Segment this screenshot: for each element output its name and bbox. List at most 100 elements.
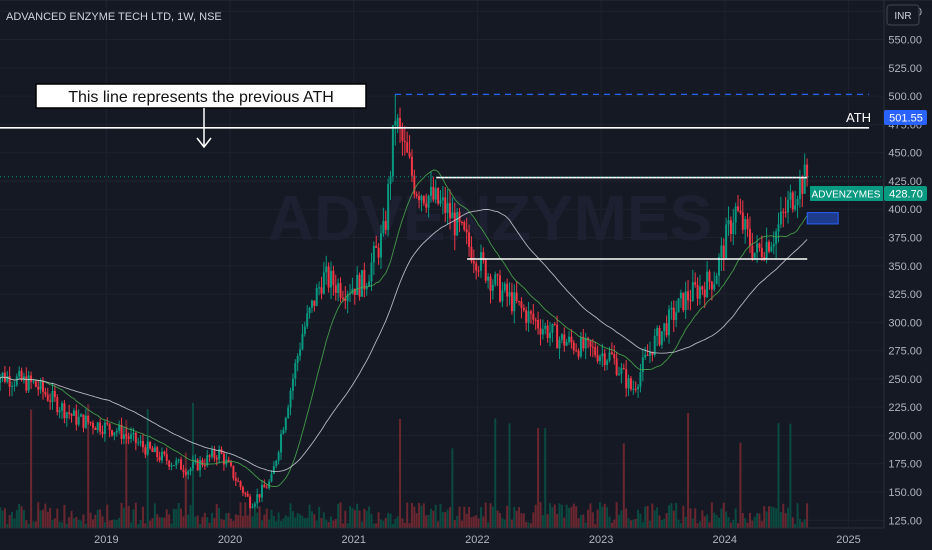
price-axis[interactable]: 125.00 150.00 175.00 200.00 225.00 250.00 275.… <box>888 6 922 527</box>
volume-bar <box>263 514 266 528</box>
volume-bar <box>453 520 456 528</box>
candle-body <box>127 436 130 439</box>
volume-bar <box>570 506 573 528</box>
candle-body <box>291 378 294 391</box>
volume-bar <box>522 513 525 528</box>
volume-bar <box>201 517 204 528</box>
volume-bar <box>618 514 621 528</box>
volume-bar <box>620 510 623 528</box>
candle-body <box>91 422 94 428</box>
volume-bar <box>527 522 530 528</box>
price-tick-label: 125.00 <box>888 515 922 527</box>
volume-bar <box>394 518 397 528</box>
volume-bar <box>656 507 659 528</box>
candle-body <box>756 243 759 253</box>
volume-bar <box>30 409 33 528</box>
target-box[interactable] <box>806 212 839 225</box>
volume-bar <box>272 515 275 528</box>
volume-bar <box>727 517 730 528</box>
volume-bar <box>770 506 773 528</box>
volume-bar <box>579 515 582 528</box>
volume-bar <box>801 522 804 528</box>
candle-body <box>241 487 244 493</box>
volume-bar <box>765 511 768 528</box>
candle-body <box>172 465 175 467</box>
candle-body <box>794 205 797 210</box>
candle-body <box>584 338 587 349</box>
candle-body <box>546 325 549 338</box>
candle-body <box>113 432 116 436</box>
last-price-badge: ADVENZYMES 428.70 <box>810 186 927 201</box>
volume-bar <box>320 517 323 528</box>
candle-body <box>720 245 723 258</box>
candle-body <box>765 241 768 260</box>
time-axis[interactable]: 2019 2020 2021 2022 2023 2024 2025 <box>94 534 861 546</box>
volume-bar <box>606 507 609 528</box>
volume-bar <box>387 512 390 528</box>
callout-arrow-head <box>196 137 212 149</box>
volume-bar <box>706 514 709 528</box>
volume-bar <box>53 518 56 528</box>
candle-body <box>161 451 164 461</box>
volume-bar <box>791 517 794 528</box>
volume-bar <box>122 507 125 528</box>
candle-body <box>275 460 278 466</box>
candle-body <box>182 469 185 473</box>
volume-bar <box>99 509 102 528</box>
volume-bar <box>491 506 494 528</box>
volume-bar <box>665 512 668 528</box>
candle-body <box>206 455 209 466</box>
candle-body <box>44 391 47 395</box>
candle-body <box>515 292 518 302</box>
candle-body <box>11 385 14 387</box>
volume-bar <box>715 514 718 528</box>
candle-body <box>144 447 147 455</box>
volume-bar <box>318 506 321 528</box>
volume-bar <box>677 519 680 528</box>
volume-bar <box>115 520 118 528</box>
volume-bar <box>556 513 559 528</box>
candle-body <box>210 450 213 457</box>
volume-bar <box>70 510 73 528</box>
candle-body <box>518 301 521 303</box>
candle-body <box>477 270 480 272</box>
volume-bar <box>601 506 604 528</box>
candle-body <box>389 176 392 184</box>
volume-bar <box>529 523 532 528</box>
volume-bar <box>1 510 4 528</box>
currency-button[interactable]: INR <box>886 4 920 26</box>
volume-bar <box>368 506 371 528</box>
candle-body <box>356 274 359 295</box>
volume-bar <box>75 516 78 528</box>
volume-bar <box>358 510 361 528</box>
candle-body <box>656 327 659 336</box>
volume-bar <box>180 508 183 528</box>
volume-bar <box>506 505 509 528</box>
volume-bar <box>784 513 787 528</box>
candle-body <box>663 323 666 332</box>
volume-bar <box>130 522 133 528</box>
candle-body <box>339 283 342 298</box>
candle-body <box>556 324 559 349</box>
volume-bar <box>720 508 723 528</box>
volume-bar <box>449 507 452 528</box>
volume-bar <box>103 522 106 528</box>
candle-body <box>582 336 585 349</box>
volume-bar <box>294 517 297 528</box>
candle-body <box>591 346 594 348</box>
candle-body <box>665 323 668 336</box>
candle-body <box>75 410 78 425</box>
volume-bar <box>703 516 706 528</box>
volume-bar <box>489 503 492 528</box>
volume-bar <box>767 506 770 528</box>
candle-body <box>230 462 233 466</box>
ath-callout[interactable]: This line represents the previous ATH <box>35 83 367 149</box>
candle-body <box>387 183 390 230</box>
volume-bar <box>458 506 461 528</box>
volume-bar <box>598 502 601 528</box>
volume-bar <box>175 509 178 528</box>
volume-bar <box>177 502 180 528</box>
candle-body <box>534 319 537 321</box>
candle-body <box>753 252 756 258</box>
